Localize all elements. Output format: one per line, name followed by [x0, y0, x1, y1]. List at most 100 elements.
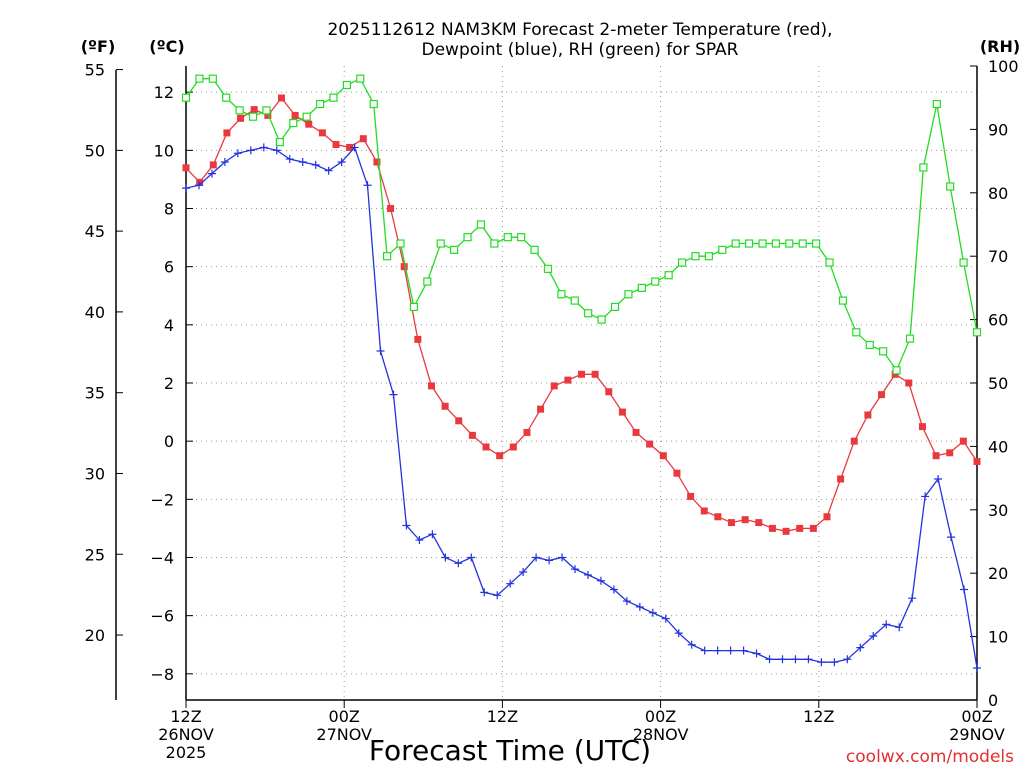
temperature-point [332, 141, 340, 149]
rh-point [423, 277, 432, 286]
rh-point [222, 93, 231, 102]
celsius-tick-label: −2 [150, 490, 174, 509]
temperature-point [905, 379, 913, 387]
dewpoint-series [182, 143, 981, 673]
celsius-tick-label: −6 [150, 607, 174, 626]
rh-point [651, 277, 660, 286]
rh-point [329, 93, 338, 102]
gridlines [186, 66, 977, 700]
dewpoint-point [687, 640, 696, 649]
rh-point [812, 239, 821, 248]
rh-point [476, 220, 486, 229]
rh-point [879, 347, 888, 356]
rh-point [195, 74, 204, 83]
temperature-point [318, 129, 326, 137]
celsius-tick-label: −4 [150, 548, 174, 567]
dewpoint-point [324, 166, 333, 175]
dewpoint-point [298, 157, 307, 166]
rh-point [798, 239, 807, 248]
dewpoint-point [506, 579, 515, 588]
temperature-point [878, 391, 886, 399]
temperature-point [482, 443, 490, 451]
dewpoint-point [376, 347, 385, 356]
dewpoint-point [337, 157, 346, 166]
temperature-point [755, 519, 763, 527]
dewpoint-point [480, 588, 489, 597]
rh-point [865, 340, 874, 350]
rh-point [289, 118, 298, 128]
temperature-point [591, 370, 599, 378]
fahrenheit-tick-label: 40 [85, 303, 105, 322]
dewpoint-point [467, 553, 476, 562]
rh-point [436, 239, 445, 248]
rh-point [450, 245, 459, 254]
dewpoint-point [441, 553, 450, 562]
x-tick-label: 00Z [961, 707, 992, 726]
temperature-point [578, 370, 585, 378]
temperature-point [291, 111, 299, 119]
fahrenheit-tick-label: 30 [85, 464, 105, 483]
temperature-point [209, 161, 217, 169]
dewpoint-point [415, 536, 424, 545]
temperature-point [946, 449, 954, 457]
dewpoint-point [596, 576, 605, 585]
dewpoint-point [402, 521, 411, 530]
dewpoint-point [752, 649, 761, 658]
dewpoint-point [791, 655, 800, 664]
dewpoint-point [713, 646, 722, 655]
temperature-point [523, 428, 531, 436]
rh-point [972, 328, 982, 337]
rh-point [517, 233, 526, 242]
dewpoint-line [185, 146, 978, 669]
temperature-point [673, 469, 681, 477]
dewpoint-point [817, 658, 826, 667]
rh-point [557, 290, 566, 299]
temperature-point [414, 335, 422, 343]
rh-point [758, 239, 767, 248]
dewpoint-point [661, 614, 670, 623]
temperature-point [741, 516, 749, 524]
temperature-point [196, 178, 204, 186]
celsius-tick-label: 2 [164, 374, 174, 393]
temperature-point [973, 458, 981, 466]
temperature-point [646, 440, 654, 448]
fahrenheit-tick-label: 50 [85, 141, 105, 160]
dewpoint-point [882, 620, 891, 629]
temperature-point [823, 513, 831, 521]
temperature-point [782, 527, 790, 535]
dewpoint-point [454, 559, 463, 568]
rh-point [610, 302, 620, 312]
rh-point [570, 296, 579, 305]
celsius-tick-label: −8 [150, 665, 174, 684]
temperature-point [959, 437, 967, 445]
rh-point [704, 252, 713, 261]
dewpoint-point [778, 655, 787, 664]
rh-tick-label: 50 [988, 374, 1008, 393]
rh-point [677, 258, 687, 267]
dewpoint-point [233, 149, 242, 158]
rh-point [637, 283, 646, 292]
dewpoint-point [389, 390, 398, 399]
temperature-point [768, 524, 776, 532]
celsius-unit-label: (ºC) [149, 37, 184, 56]
fahrenheit-tick-label: 45 [85, 222, 105, 241]
celsius-tick-label: 4 [164, 316, 174, 335]
rh-tick-label: 90 [988, 120, 1008, 139]
temperature-point [632, 428, 640, 436]
dewpoint-point [700, 646, 709, 655]
temperature-point [305, 120, 313, 128]
dewpoint-point [908, 594, 917, 603]
rh-unit-label: (RH) [980, 37, 1020, 56]
dewpoint-point [843, 655, 852, 664]
dewpoint-point [635, 602, 644, 611]
x-axis-label: Forecast Time (UTC) [369, 734, 651, 767]
dewpoint-point [921, 492, 930, 501]
rh-point [825, 258, 834, 267]
axes: −8−6−4−202468101220253035404550550102030… [85, 57, 1019, 762]
temperature-point [387, 205, 395, 213]
dewpoint-point [311, 160, 320, 169]
rh-point [731, 239, 740, 248]
temperature-point [250, 106, 258, 114]
rh-point [262, 106, 271, 115]
